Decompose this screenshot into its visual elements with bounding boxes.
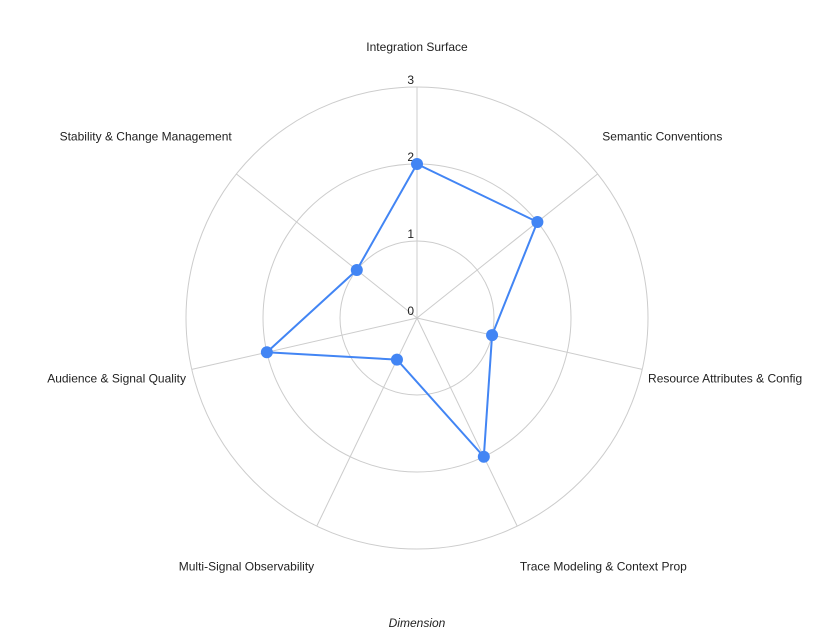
radial-tick-labels: 0 1 2 3 [407, 73, 414, 318]
category-label-4: Multi-Signal Observability [179, 560, 314, 574]
spoke-5 [191, 317, 418, 370]
data-point-0[interactable] [411, 158, 423, 170]
data-point-5[interactable] [260, 346, 273, 359]
data-point-4[interactable] [390, 353, 403, 366]
category-label-3: Trace Modeling & Context Prop [520, 560, 687, 574]
radial-tick-label: 0 [407, 304, 414, 318]
series-outline [265, 163, 539, 458]
series-layer [260, 158, 544, 463]
data-point-2[interactable] [486, 329, 499, 342]
category-label-5: Audience & Signal Quality [47, 371, 186, 385]
category-label-1: Semantic Conventions [602, 130, 722, 144]
category-label-6: Stability & Change Management [60, 130, 233, 144]
grid-layer [185, 86, 649, 550]
radial-tick-label: 3 [407, 73, 414, 87]
category-labels: Integration Surface Semantic Conventions R… [47, 40, 802, 574]
radial-tick-label: 1 [407, 227, 414, 241]
spoke-2 [416, 317, 643, 370]
data-point-6[interactable] [350, 263, 363, 276]
spoke-3 [416, 317, 518, 527]
spoke-6 [236, 173, 418, 319]
data-point-1[interactable] [531, 215, 544, 228]
category-label-2: Resource Attributes & Config [648, 371, 802, 385]
spoke-4 [316, 317, 418, 527]
category-label-0: Integration Surface [366, 40, 468, 54]
spoke-1 [416, 173, 598, 319]
radial-tick-label: 2 [407, 150, 414, 164]
x-axis-title: Dimension [389, 616, 446, 630]
data-point-3[interactable] [477, 450, 490, 463]
